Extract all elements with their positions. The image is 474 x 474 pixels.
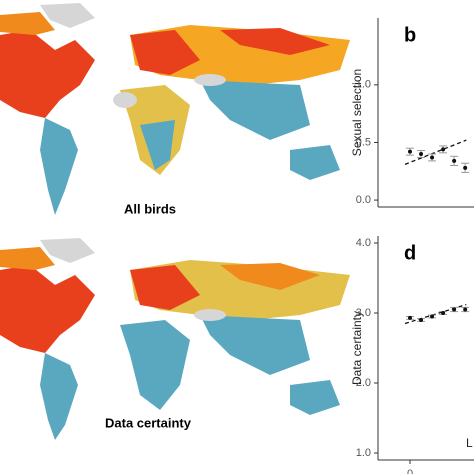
map-bottom: Data certainty (0, 238, 350, 440)
point (408, 149, 412, 154)
map-region (120, 320, 190, 410)
map-region (200, 80, 310, 140)
point (441, 147, 446, 152)
map-region (290, 145, 340, 180)
map-region (0, 12, 55, 35)
map-region (113, 92, 137, 108)
map-region (200, 315, 310, 375)
y-tick-label: 3.0 (356, 307, 371, 319)
y-tick-label: 1.0 (356, 447, 371, 459)
map-top: All birds (0, 3, 350, 216)
point (452, 307, 457, 312)
panel-label: d (404, 242, 416, 264)
map-region (194, 309, 226, 321)
y-tick-label: 2.0 (356, 377, 371, 389)
map-region (220, 28, 330, 55)
y-tick-label: 0.5 (356, 136, 371, 148)
map-region (40, 238, 95, 263)
point (430, 314, 435, 319)
point (419, 318, 424, 322)
trend-line (404, 139, 467, 165)
map-region (0, 265, 95, 353)
map-region (130, 265, 200, 310)
y-tick-label: 1.0 (356, 79, 371, 91)
point (408, 315, 412, 320)
point (463, 307, 468, 312)
map-region (40, 3, 95, 28)
y-tick-label: 0.0 (356, 194, 371, 206)
point (463, 165, 468, 170)
map-region (140, 120, 175, 170)
x-axis-label: L (466, 436, 473, 450)
map-region (0, 30, 95, 118)
map-region (194, 74, 226, 86)
panel-label: b (404, 24, 416, 46)
map-region (130, 30, 200, 75)
map-region (0, 247, 55, 270)
y-axis-label: Sexual selection (350, 69, 364, 156)
map-region (40, 118, 78, 215)
map-label: All birds (124, 201, 176, 216)
point (419, 151, 424, 156)
x-tick-label: 0 (407, 468, 413, 474)
y-axis-label: Data certainty (350, 311, 364, 385)
map-label: Data certainty (105, 415, 192, 430)
point (452, 158, 457, 163)
trend-line (404, 303, 467, 325)
map-region (40, 353, 78, 440)
map-region (220, 263, 320, 290)
map-region (290, 380, 340, 415)
y-tick-label: 4.0 (356, 237, 371, 249)
point (441, 311, 446, 315)
point (430, 155, 435, 160)
